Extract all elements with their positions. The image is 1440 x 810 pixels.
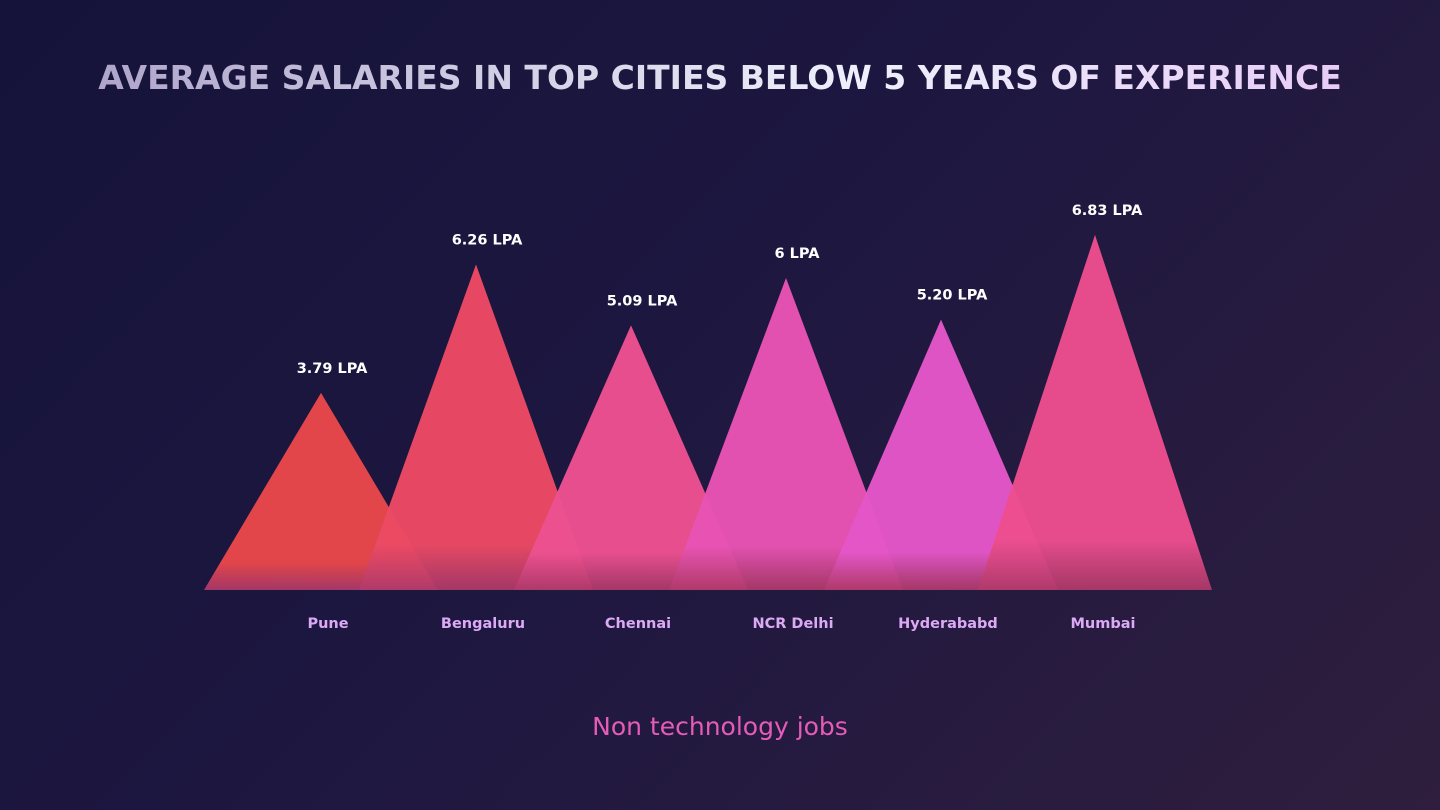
data-label: 5.20 LPA xyxy=(917,288,988,304)
chart-title: AVERAGE SALARIES IN TOP CITIES BELOW 5 Y… xyxy=(0,58,1440,97)
data-label: 6 LPA xyxy=(775,246,821,262)
triangle-hyderababd xyxy=(824,319,1058,590)
data-label: 6.83 LPA xyxy=(1072,203,1143,219)
category-label: Pune xyxy=(307,616,348,632)
category-label: Mumbai xyxy=(1071,616,1136,632)
category-label: Bengaluru xyxy=(441,616,525,632)
data-label: 5.09 LPA xyxy=(607,293,678,309)
data-label: 6.26 LPA xyxy=(452,232,523,248)
category-label: Hyderababd xyxy=(898,616,998,632)
category-label: NCR Delhi xyxy=(752,616,833,632)
triangle-ncr-delhi xyxy=(669,278,903,590)
chart-subtitle: Non technology jobs xyxy=(592,712,848,741)
category-label: Chennai xyxy=(605,616,671,632)
triangle-chennai xyxy=(514,325,748,590)
data-label: 3.79 LPA xyxy=(297,361,368,377)
triangle-mumbai xyxy=(978,234,1212,590)
triangle-bengaluru xyxy=(359,264,593,590)
